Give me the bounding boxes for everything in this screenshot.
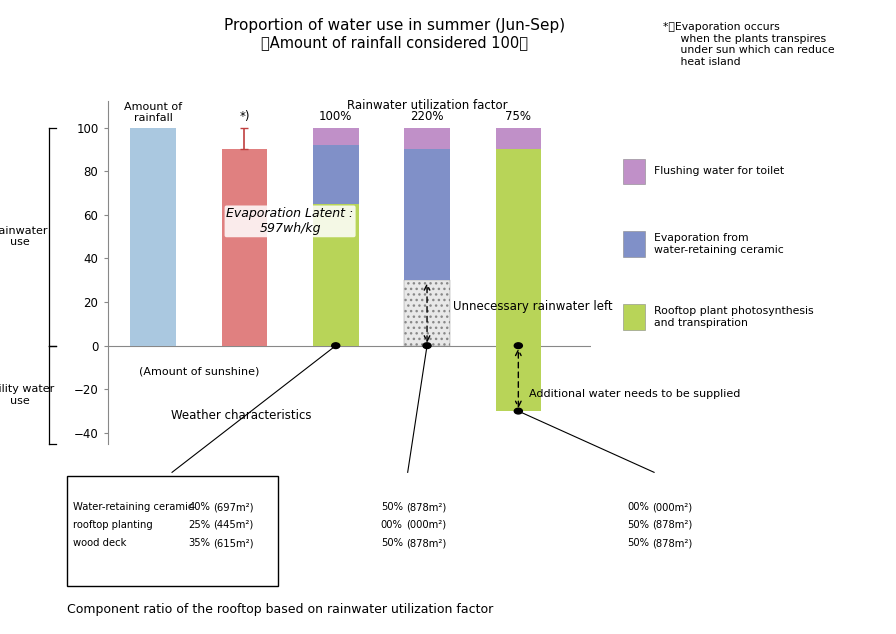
Text: Evaporation Latent :
597wh/kg: Evaporation Latent : 597wh/kg <box>227 207 354 235</box>
Text: 【Amount of rainfall considered 100】: 【Amount of rainfall considered 100】 <box>261 35 528 50</box>
Text: (878m²): (878m²) <box>652 520 693 530</box>
Text: Evaporation from
water-retaining ceramic: Evaporation from water-retaining ceramic <box>654 233 784 255</box>
Text: (000m²): (000m²) <box>406 520 446 530</box>
Text: 75%: 75% <box>505 110 531 123</box>
Text: (445m²): (445m²) <box>213 520 254 530</box>
Bar <box>495 127 541 150</box>
Text: 00%: 00% <box>381 520 402 530</box>
Bar <box>313 204 358 346</box>
Text: 220%: 220% <box>410 110 444 123</box>
Bar <box>495 346 541 411</box>
Bar <box>404 280 450 346</box>
Bar <box>404 150 450 280</box>
Text: Flushing water for toilet: Flushing water for toilet <box>654 166 784 176</box>
Text: Water-retaining ceramic: Water-retaining ceramic <box>73 502 194 512</box>
Text: *): *) <box>239 110 250 123</box>
Text: 100%: 100% <box>319 110 352 123</box>
Text: (697m²): (697m²) <box>213 502 254 512</box>
Text: Rooftop plant photosynthesis
and transpiration: Rooftop plant photosynthesis and transpi… <box>654 306 814 328</box>
Bar <box>495 150 541 346</box>
Bar <box>130 127 176 346</box>
Text: (878m²): (878m²) <box>406 502 446 512</box>
Text: 25%: 25% <box>188 520 211 530</box>
Text: 35%: 35% <box>188 538 211 548</box>
Text: Rainwater
use: Rainwater use <box>0 226 48 247</box>
Text: Amount of
rainfall: Amount of rainfall <box>125 101 182 123</box>
Text: Additional water needs to be supplied: Additional water needs to be supplied <box>530 389 741 399</box>
Text: (878m²): (878m²) <box>652 538 693 548</box>
Text: Proportion of water use in summer (Jun-Sep): Proportion of water use in summer (Jun-S… <box>224 18 564 33</box>
Text: 00%: 00% <box>627 502 649 512</box>
Bar <box>404 127 450 150</box>
Text: (000m²): (000m²) <box>652 502 693 512</box>
Text: Component ratio of the rooftop based on rainwater utilization factor: Component ratio of the rooftop based on … <box>67 603 494 616</box>
Text: (615m²): (615m²) <box>213 538 254 548</box>
Text: Utility water
use: Utility water use <box>0 384 54 406</box>
Text: *）Evaporation occurs
     when the plants transpires
     under sun which can re: *）Evaporation occurs when the plants tra… <box>663 22 835 67</box>
Text: Rainwater utilization factor: Rainwater utilization factor <box>347 100 507 112</box>
Text: rooftop planting: rooftop planting <box>73 520 153 530</box>
Text: 40%: 40% <box>188 502 210 512</box>
Bar <box>313 145 358 204</box>
Text: (Amount of sunshine): (Amount of sunshine) <box>139 367 259 377</box>
Text: (878m²): (878m²) <box>406 538 446 548</box>
Text: wood deck: wood deck <box>73 538 127 548</box>
Text: Weather characteristics: Weather characteristics <box>171 409 312 422</box>
Text: 50%: 50% <box>381 538 403 548</box>
Text: 50%: 50% <box>627 520 650 530</box>
Text: 50%: 50% <box>627 538 650 548</box>
Text: 50%: 50% <box>381 502 403 512</box>
Text: Unnecessary rainwater left: Unnecessary rainwater left <box>452 300 612 313</box>
Bar <box>221 150 267 346</box>
Bar <box>313 127 358 145</box>
